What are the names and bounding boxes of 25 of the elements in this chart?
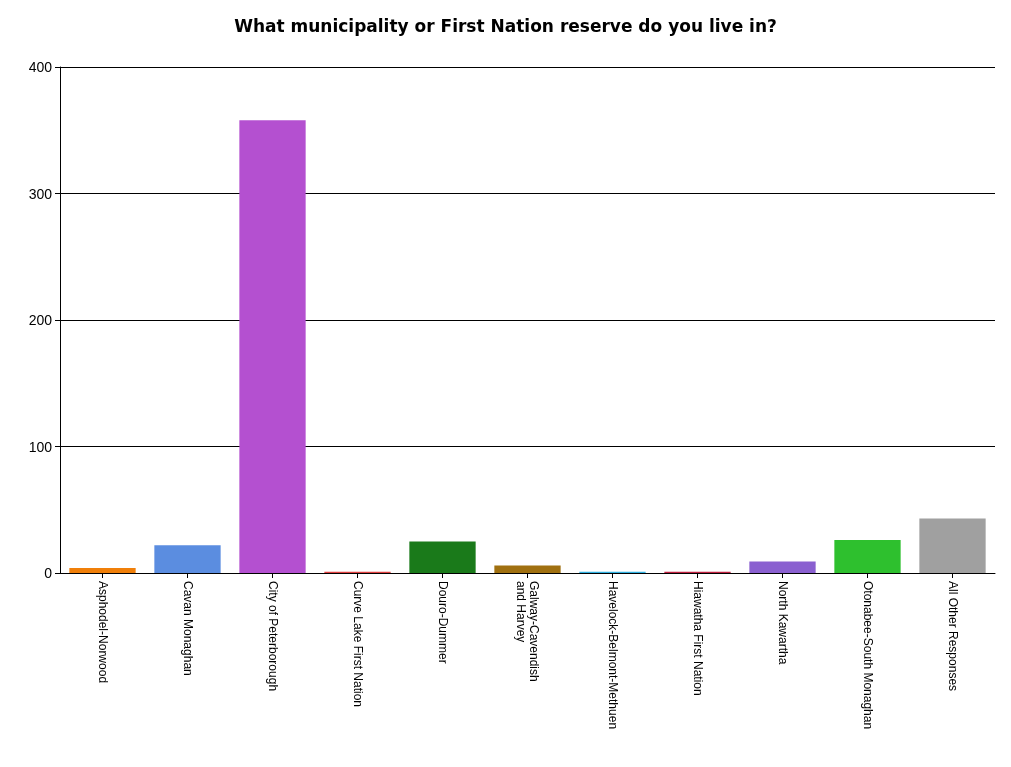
x-tick-label: City of Peterborough [265, 581, 280, 692]
x-tick-label: Otonabee-South Monaghan [860, 581, 875, 730]
y-tick-label: 400 [28, 59, 53, 75]
x-tick-label: Havelock-Belmont-Methuen [605, 581, 620, 730]
x-tick-label: Galway-Cavendish and Harvey [514, 581, 541, 682]
x-tick-label: Hiawatha First Nation [690, 581, 705, 696]
y-tick-label: 100 [28, 438, 53, 455]
bar [154, 545, 221, 573]
x-tick-label: Asphodel-Norwood [95, 581, 110, 684]
x-tick-label: All Other Responses [945, 581, 960, 692]
bar [494, 565, 561, 573]
y-tick-label: 200 [28, 312, 53, 328]
y-tick-label: 300 [28, 185, 53, 202]
bar [834, 540, 901, 573]
x-tick-label: North Kawartha [775, 581, 790, 665]
bar [749, 561, 816, 573]
x-tick-label: Curve Lake First Nation [350, 581, 365, 708]
x-tick-label: Douro-Dummer [435, 581, 450, 664]
bar [919, 518, 986, 573]
bar [239, 120, 306, 573]
x-tick-label: Cavan Monaghan [180, 581, 195, 676]
bar [69, 567, 136, 573]
chart-title: What municipality or First Nation reserve do you live in? [234, 15, 777, 36]
y-tick-label: 0 [44, 565, 53, 581]
bar [409, 541, 476, 573]
